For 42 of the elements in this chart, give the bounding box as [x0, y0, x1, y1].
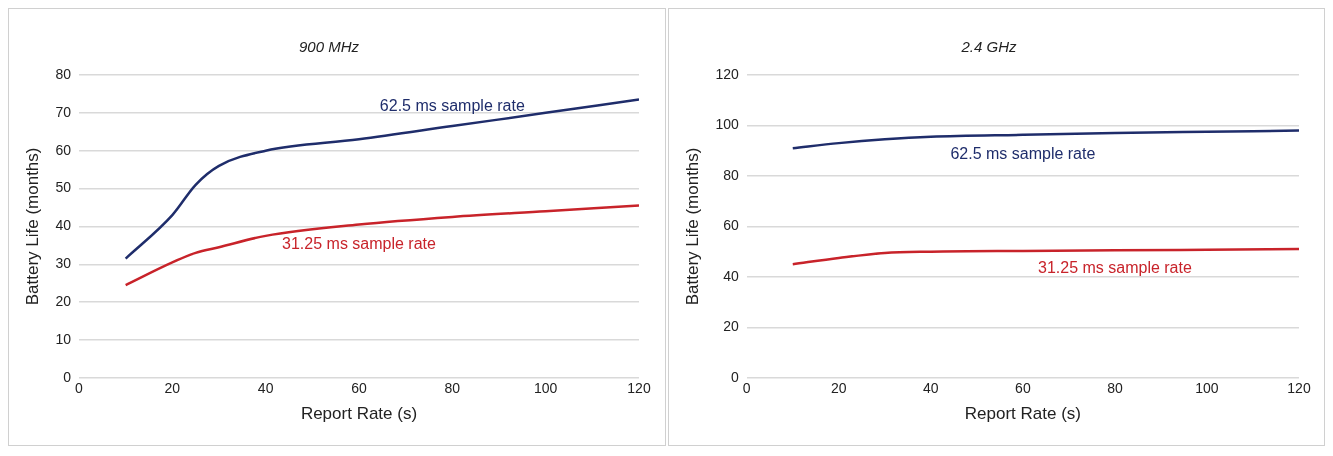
series-label: 31.25 ms sample rate [282, 234, 437, 252]
x-tick-label: 60 [1014, 380, 1031, 397]
chart-title: 2.4 GHz [959, 38, 1017, 56]
series-label: 62.5 ms sample rate [379, 96, 525, 114]
x-tick-label: 80 [1106, 380, 1123, 397]
x-tick-label: 80 [444, 380, 461, 397]
y-tick-label: 60 [722, 217, 739, 234]
y-tick-label: 80 [722, 166, 739, 183]
x-tick-label: 120 [1286, 380, 1311, 397]
x-tick-label: 120 [627, 380, 651, 397]
x-axis-title: Report Rate (s) [964, 404, 1081, 424]
line-series [124, 98, 639, 260]
x-tick-label: 40 [922, 380, 939, 397]
series-label: 62.5 ms sample rate [949, 145, 1095, 163]
chart-title: 900 MHz [298, 38, 360, 56]
x-tick-label: 20 [164, 380, 181, 397]
x-tick-label: 100 [1194, 380, 1219, 397]
y-axis-title: Battery Life (months) [682, 147, 702, 306]
line-series [124, 204, 639, 287]
y-tick-label: 0 [730, 368, 739, 385]
y-tick-label: 20 [722, 318, 739, 335]
y-tick-label: 50 [55, 179, 72, 196]
y-tick-label: 60 [55, 141, 72, 158]
x-axis-title: Report Rate (s) [300, 404, 418, 424]
y-tick-label: 40 [722, 267, 739, 284]
x-tick-label: 0 [742, 380, 751, 397]
series-label: 31.25 ms sample rate [1037, 258, 1192, 276]
y-axis-title: Battery Life (months) [22, 147, 42, 306]
x-tick-label: 60 [351, 380, 367, 397]
x-tick-label: 100 [533, 380, 558, 397]
y-tick-label: 100 [714, 116, 739, 133]
y-tick-label: 70 [55, 103, 72, 120]
y-tick-label: 10 [55, 330, 72, 347]
x-tick-label: 0 [75, 380, 84, 397]
y-tick-label: 80 [55, 65, 72, 82]
y-tick-label: 30 [55, 255, 72, 272]
y-tick-label: 40 [55, 217, 72, 234]
x-tick-label: 40 [257, 380, 274, 397]
y-tick-label: 20 [55, 292, 72, 309]
y-tick-label: 120 [714, 65, 739, 82]
x-tick-label: 20 [830, 380, 847, 397]
y-tick-label: 0 [63, 368, 72, 385]
